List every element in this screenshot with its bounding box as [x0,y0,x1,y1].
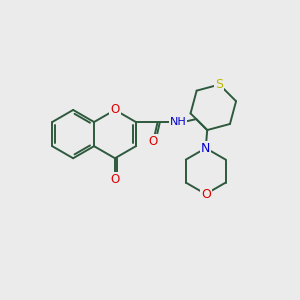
Text: O: O [110,173,120,186]
Text: O: O [148,135,158,148]
Text: O: O [110,103,120,116]
Text: O: O [201,188,211,201]
Text: N: N [201,142,210,154]
Text: NH: NH [170,117,187,127]
Text: S: S [215,78,223,91]
